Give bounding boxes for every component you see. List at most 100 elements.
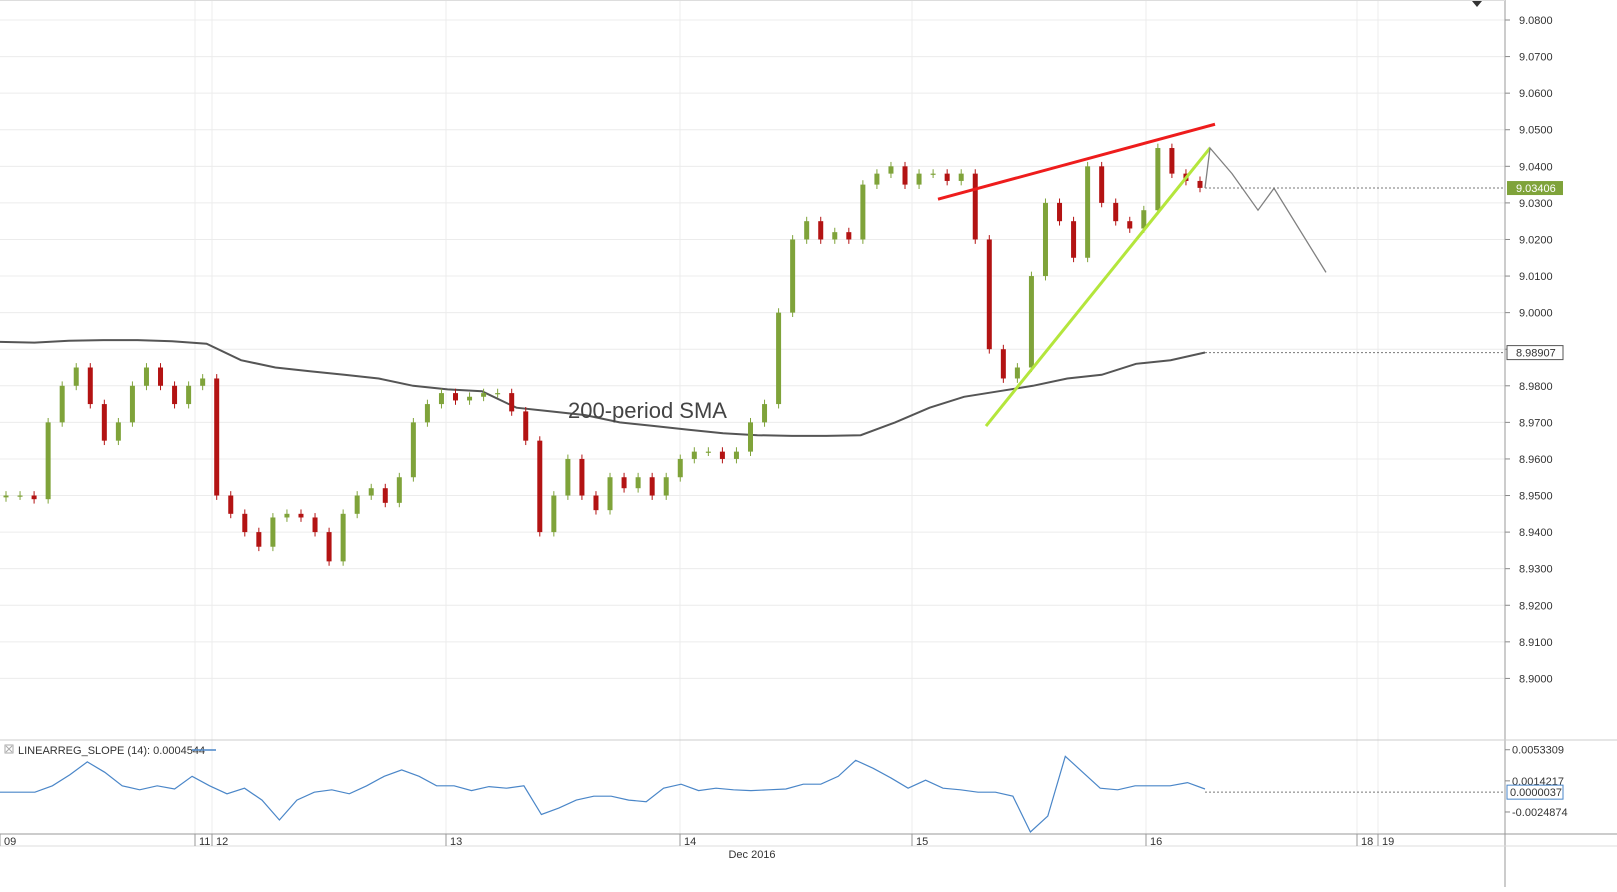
candle-body [874, 173, 880, 185]
candle-body [804, 221, 810, 240]
candle-body [410, 422, 416, 478]
candle-body [354, 495, 360, 514]
candle-body [916, 173, 922, 185]
candle-body [1099, 166, 1105, 203]
candle-body [312, 517, 318, 533]
candle-body [705, 451, 711, 453]
candle-body [860, 184, 866, 240]
candle-body [298, 513, 304, 518]
candle-body [284, 513, 290, 518]
sma-price-label: 8.98907 [1516, 348, 1556, 360]
candle-body [551, 495, 557, 533]
candle-body [17, 495, 23, 497]
candle-body [663, 477, 669, 496]
candle-body [326, 532, 332, 562]
indicator-panel: LINEARREG_SLOPE (14): 0.0004544 0.005330… [0, 744, 1568, 833]
candle-body [762, 404, 768, 423]
x-tick-label: 16 [1150, 836, 1162, 848]
candle-body [691, 451, 697, 459]
candle-body [1000, 349, 1006, 379]
indicator-current-badge [1506, 784, 1564, 800]
candle-body [930, 173, 936, 175]
candle-body [129, 385, 135, 423]
collapse-triangle-icon[interactable] [1472, 1, 1482, 7]
candle-body [565, 458, 571, 496]
candle-body [3, 495, 9, 498]
candle-body [200, 378, 206, 386]
candle-body [242, 513, 248, 533]
indicator-current-label: 0.0000037 [1510, 787, 1562, 799]
resistance-trendline [937, 122, 1216, 201]
x-tick-label: 09 [4, 836, 16, 848]
y-tick-label: 8.9500 [1519, 491, 1553, 503]
candle-body [818, 221, 824, 240]
candle-body [1197, 180, 1203, 188]
candle-body [1014, 367, 1020, 379]
x-tick-label: 19 [1382, 836, 1394, 848]
candle-body [733, 451, 739, 459]
y-tick-label: 8.9400 [1519, 527, 1553, 539]
candle-body [1127, 221, 1133, 229]
y-tick-label: 9.0400 [1519, 161, 1553, 173]
projection-path [1204, 146, 1327, 273]
candle-body [424, 404, 430, 423]
candle-layer [3, 143, 1203, 566]
candle-body [158, 367, 164, 386]
y-tick-label: 8.9000 [1519, 673, 1553, 685]
y-tick-label: 9.0500 [1519, 125, 1553, 137]
y-tick-label: 8.9100 [1519, 637, 1553, 649]
candle-body [537, 440, 543, 533]
y-tick-label: 9.0600 [1519, 88, 1553, 100]
candle-body [481, 393, 487, 397]
candle-body [958, 173, 964, 181]
x-tick-label: 11 [199, 836, 210, 848]
candle-body [747, 422, 753, 452]
candle-body [45, 422, 51, 500]
candle-body [101, 404, 107, 441]
candle-body [73, 367, 79, 386]
indicator-tick-label: -0.0024874 [1512, 807, 1568, 819]
candle-body [523, 411, 529, 441]
candle-body [1057, 202, 1063, 222]
candle-body [256, 532, 262, 547]
candle-body [888, 166, 894, 174]
candle-body [228, 495, 234, 514]
candle-body [1113, 202, 1119, 222]
candle-body [59, 385, 65, 423]
candle-body [719, 451, 725, 459]
candle-body [846, 232, 852, 240]
candle-body [1071, 221, 1077, 258]
sma-layer [0, 339, 1206, 437]
candle-body [1169, 148, 1175, 174]
trend-layer [937, 122, 1327, 427]
candle-body [467, 396, 473, 401]
candle-body [172, 385, 178, 405]
candle-body [776, 312, 782, 405]
candle-body [944, 173, 950, 181]
candle-body [972, 173, 978, 240]
candle-body [340, 513, 346, 562]
candle-body [87, 367, 93, 405]
candle-body [143, 367, 149, 386]
indicator-label: LINEARREG_SLOPE (14): 0.0004544 [18, 745, 205, 757]
candle-body [1155, 148, 1161, 211]
sma-price-badge [1506, 345, 1564, 361]
x-tick-label: 15 [916, 836, 928, 848]
x-axis-month-label: Dec 2016 [728, 849, 775, 861]
candle-body [790, 239, 796, 313]
candle-body [270, 517, 276, 547]
candle-body [1042, 202, 1048, 277]
candle-body [902, 166, 908, 185]
candle-body [832, 232, 838, 240]
sma-200-line [0, 339, 1206, 437]
candle-body [382, 488, 388, 503]
y-tick-label: 8.9300 [1519, 564, 1553, 576]
candle-body [495, 393, 501, 395]
indicator-tick-label: 0.0053309 [1512, 745, 1564, 757]
support-trendline [984, 147, 1212, 427]
candle-body [649, 477, 655, 496]
